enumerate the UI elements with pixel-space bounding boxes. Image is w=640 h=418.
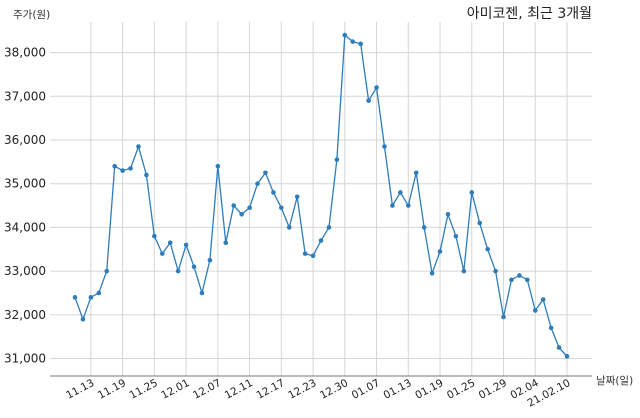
data-point bbox=[72, 295, 78, 300]
y-axis-title: 주가(원) bbox=[13, 9, 50, 21]
data-point bbox=[223, 240, 229, 245]
data-point bbox=[104, 268, 110, 274]
data-point bbox=[152, 233, 157, 239]
data-point bbox=[564, 354, 570, 359]
data-point bbox=[445, 212, 451, 217]
x-tick-label: 12.11 bbox=[223, 377, 255, 402]
data-point bbox=[390, 203, 395, 208]
data-point bbox=[167, 240, 173, 245]
x-tick-label: 01.19 bbox=[413, 377, 445, 402]
data-point bbox=[517, 273, 522, 278]
data-point bbox=[525, 277, 530, 283]
x-tick-label: 11.25 bbox=[128, 377, 160, 402]
y-tick-label: 35,000 bbox=[4, 177, 46, 191]
data-point bbox=[183, 242, 189, 248]
data-point bbox=[271, 190, 276, 195]
data-point bbox=[493, 268, 498, 274]
x-tick-label: 01.25 bbox=[445, 377, 477, 402]
data-point bbox=[199, 290, 205, 296]
x-tick-label: 01.29 bbox=[477, 377, 509, 402]
data-point bbox=[302, 251, 308, 256]
chart-title: 아미코젠, 최근 3개월 bbox=[467, 6, 592, 22]
data-point bbox=[286, 225, 292, 230]
data-point bbox=[421, 225, 427, 230]
y-tick-label: 37,000 bbox=[4, 89, 46, 103]
data-point bbox=[437, 249, 443, 254]
x-tick-label: 12.23 bbox=[286, 377, 318, 402]
x-axis-title: 날짜(일) bbox=[596, 374, 633, 387]
y-tick-label: 38,000 bbox=[4, 46, 46, 60]
data-point bbox=[207, 257, 213, 263]
data-point bbox=[374, 85, 379, 90]
data-point bbox=[382, 144, 387, 149]
data-point bbox=[112, 163, 117, 169]
data-point bbox=[532, 308, 538, 313]
data-point bbox=[136, 144, 141, 149]
y-tick-label: 31,000 bbox=[4, 352, 46, 366]
y-tick-label: 34,000 bbox=[4, 220, 46, 234]
data-point bbox=[429, 271, 435, 276]
price-series-line bbox=[74, 33, 568, 357]
data-point bbox=[279, 205, 284, 211]
data-point bbox=[128, 166, 133, 171]
y-tick-label: 33,000 bbox=[4, 264, 46, 278]
data-point bbox=[334, 157, 340, 162]
data-point bbox=[191, 264, 197, 270]
data-point bbox=[88, 295, 94, 300]
data-point bbox=[247, 205, 252, 211]
data-point bbox=[350, 39, 356, 44]
data-point bbox=[398, 190, 403, 195]
data-point bbox=[366, 98, 371, 103]
y-tick-label: 32,000 bbox=[4, 308, 46, 322]
data-point bbox=[461, 268, 467, 274]
data-point bbox=[80, 316, 86, 322]
x-tick-labels: 11.13 11.19 11.25 12.01 12.07 12.11 12.17 12.23… bbox=[64, 377, 572, 410]
y-tick-labels: 31,000 32,000 33,000 34,000 35,000 36,000 37,0… bbox=[4, 46, 46, 366]
data-point bbox=[310, 253, 316, 259]
data-point bbox=[501, 314, 506, 320]
data-point bbox=[413, 170, 419, 176]
data-point bbox=[326, 225, 332, 230]
series-layer bbox=[74, 33, 568, 357]
data-point bbox=[556, 345, 562, 350]
data-point bbox=[239, 212, 244, 217]
data-point bbox=[405, 203, 411, 208]
x-tick-label: 12.30 bbox=[318, 377, 350, 402]
data-point bbox=[294, 194, 300, 200]
x-tick-label: 12.01 bbox=[159, 377, 191, 402]
data-point bbox=[453, 233, 459, 239]
x-tick-label: 12.07 bbox=[191, 377, 223, 402]
x-tick-label: 01.13 bbox=[382, 377, 414, 402]
data-point bbox=[231, 203, 237, 208]
data-point bbox=[120, 168, 125, 173]
grid-layer bbox=[50, 22, 592, 376]
y-tick-label: 36,000 bbox=[4, 133, 46, 147]
data-point bbox=[477, 220, 483, 226]
data-point bbox=[263, 170, 268, 176]
data-points bbox=[72, 32, 570, 359]
data-point bbox=[144, 172, 149, 178]
data-point bbox=[342, 32, 348, 38]
data-point bbox=[485, 246, 490, 252]
data-point bbox=[469, 190, 475, 195]
x-tick-label: 12.17 bbox=[255, 377, 287, 402]
data-point bbox=[159, 251, 165, 256]
data-point bbox=[255, 181, 260, 186]
data-point bbox=[318, 238, 324, 243]
data-point bbox=[96, 290, 102, 296]
data-point bbox=[540, 297, 546, 302]
data-point bbox=[358, 41, 363, 47]
data-point bbox=[548, 325, 554, 331]
data-point bbox=[215, 163, 221, 169]
data-point bbox=[509, 277, 514, 283]
x-tick-label: 11.13 bbox=[64, 377, 96, 402]
x-tick-label: 01.07 bbox=[350, 377, 382, 402]
data-point bbox=[175, 268, 181, 274]
x-tick-label: 11.19 bbox=[96, 377, 128, 402]
